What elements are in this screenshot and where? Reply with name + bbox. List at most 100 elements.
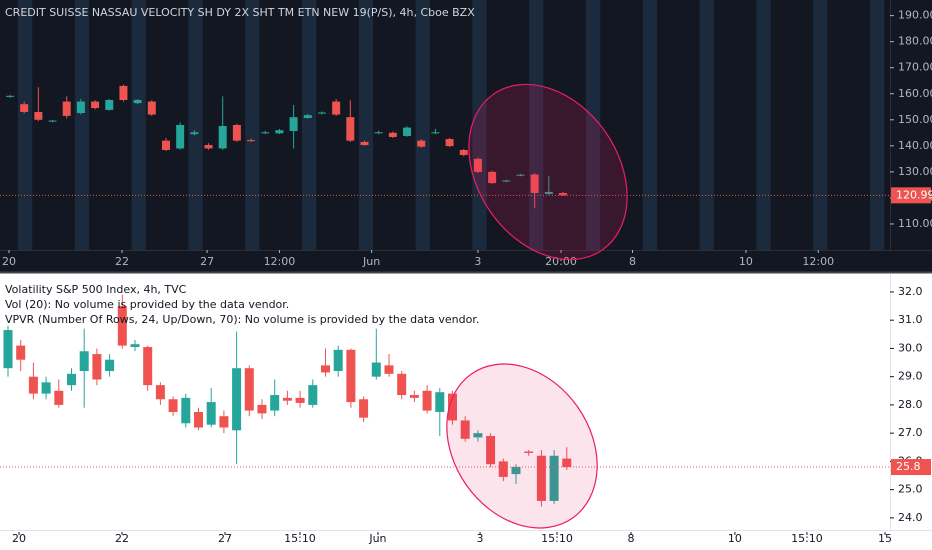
candle-body	[190, 132, 199, 135]
candle-body	[333, 349, 343, 372]
candle-body	[232, 125, 241, 141]
session-band	[756, 0, 771, 250]
session-band	[18, 0, 33, 250]
x-tick-label: 20	[2, 255, 16, 268]
y-tick-label: 25.0	[898, 483, 923, 496]
highlight-ellipse	[468, 83, 628, 261]
candle-body	[371, 362, 381, 377]
y-tick-label: 30.0	[898, 341, 923, 354]
candle-body	[282, 397, 292, 401]
candle-body	[79, 351, 89, 372]
candle-body	[435, 392, 445, 412]
indicator-note: Vol (20): No volume is provided by the d…	[5, 298, 289, 311]
candle-body	[431, 132, 440, 134]
candle-body	[244, 368, 254, 411]
y-tick-label: 160.00	[898, 87, 932, 100]
y-tick-label: 110.00	[898, 217, 932, 230]
candle-body	[3, 330, 13, 369]
session-band	[415, 0, 430, 250]
x-tick-label: 22	[115, 255, 129, 268]
candle-body	[28, 376, 38, 394]
candle-body	[34, 111, 43, 120]
x-tick-label: 12:00	[264, 255, 296, 268]
x-tick-label: 15:10	[541, 532, 573, 545]
candle-body	[549, 455, 559, 501]
session-band	[586, 0, 601, 250]
candle-body	[524, 451, 534, 453]
candle-body	[232, 368, 242, 431]
last-price-box	[891, 459, 931, 476]
candle-body	[388, 132, 397, 137]
candle-body	[119, 85, 128, 100]
last-price-label: 25.8	[896, 460, 921, 473]
last-price-label: 120.99	[896, 188, 932, 201]
candle-body	[105, 100, 114, 110]
candle-body	[332, 101, 341, 115]
x-tick-label: 22	[115, 532, 129, 545]
last-price-box	[891, 187, 931, 204]
session-band	[74, 0, 89, 250]
session-band	[358, 0, 373, 250]
candle-body	[257, 404, 267, 414]
candle-body	[346, 117, 355, 141]
y-tick-label: 170.00	[898, 61, 932, 74]
x-tick-label: 15	[878, 532, 892, 545]
candle-body	[147, 101, 156, 115]
session-bands	[18, 0, 885, 250]
candle-body	[403, 127, 412, 136]
candle-body	[559, 192, 568, 196]
candle-body	[447, 393, 457, 421]
candle-body	[219, 416, 229, 428]
x-tick-label: 12:00	[802, 255, 834, 268]
candle-body	[76, 101, 85, 114]
session-band	[642, 0, 657, 250]
candle-body	[530, 174, 539, 193]
candle-body	[303, 115, 312, 118]
session-band	[472, 0, 487, 250]
candle-body	[486, 435, 496, 465]
x-tick-label: 10	[728, 532, 742, 545]
x-tick-label: 8	[628, 532, 635, 545]
candle-body	[289, 117, 298, 131]
y-tick-label: 27.0	[898, 426, 923, 439]
candle-body	[374, 132, 383, 134]
candle-body	[261, 132, 270, 134]
candle-body	[176, 125, 185, 149]
candle-body	[247, 140, 256, 142]
chart-title: Volatility S&P 500 Index, 4h, TVC	[5, 283, 187, 296]
candle-body	[133, 100, 142, 104]
candle-body	[317, 112, 326, 114]
indicator-note: VPVR (Number Of Rows, 24, Up/Down, 70): …	[5, 313, 479, 326]
candle-body	[409, 395, 419, 398]
bottom-plot: 24.025.026.027.028.029.030.031.032.02022…	[0, 285, 931, 545]
y-tick-label: 28.0	[898, 398, 923, 411]
candle-body	[308, 385, 318, 405]
session-band	[245, 0, 260, 250]
candle-body	[360, 141, 369, 146]
candle-body	[445, 139, 454, 147]
x-tick-label: 10	[739, 255, 753, 268]
candle-body	[206, 402, 216, 425]
top-plot: 110.00120.00130.00140.00150.00160.00170.…	[0, 9, 932, 268]
y-tick-label: 24.0	[898, 511, 923, 524]
candle-body	[544, 191, 553, 195]
x-tick-label: 20	[12, 532, 26, 545]
x-tick-label: 15:10	[284, 532, 316, 545]
candle-body	[16, 345, 26, 360]
candle-body	[320, 365, 330, 373]
y-tick-label: 29.0	[898, 370, 923, 383]
x-tick-label: 27	[200, 255, 214, 268]
candle-body	[62, 101, 71, 116]
candle-body	[502, 180, 511, 182]
candle-body	[218, 126, 227, 149]
candle-body	[270, 395, 280, 411]
session-band	[188, 0, 203, 250]
top-pane-bg	[0, 0, 932, 272]
x-tick-label: 8	[629, 255, 636, 268]
candle-body	[359, 399, 369, 418]
candle-body	[130, 344, 140, 348]
candle-body	[275, 130, 284, 134]
session-band	[131, 0, 146, 250]
candle-body	[91, 101, 100, 109]
x-tick-label: 27	[218, 532, 232, 545]
